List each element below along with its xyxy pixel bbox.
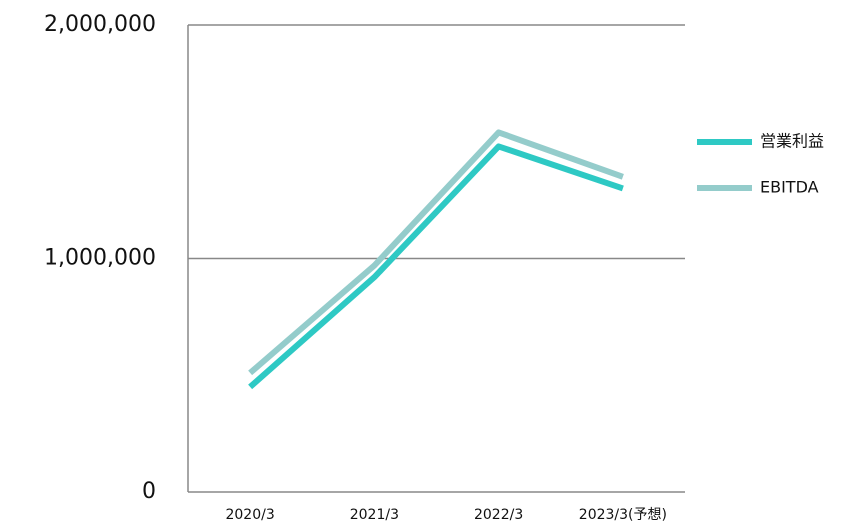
x-tick-label: 2022/3 [474,507,523,523]
legend-label: 営業利益 [760,132,824,151]
x-tick-label: 2021/3 [350,507,399,523]
y-tick-label: 0 [142,479,156,504]
y-tick-label: 2,000,000 [44,12,156,37]
x-tick-label: 2020/3 [225,507,274,523]
legend-label: EBITDA [760,178,819,197]
y-tick-label: 1,000,000 [44,246,156,271]
series-line [248,143,624,390]
series-line [248,129,624,376]
x-tick-label: 2023/3(予想) [579,507,667,523]
